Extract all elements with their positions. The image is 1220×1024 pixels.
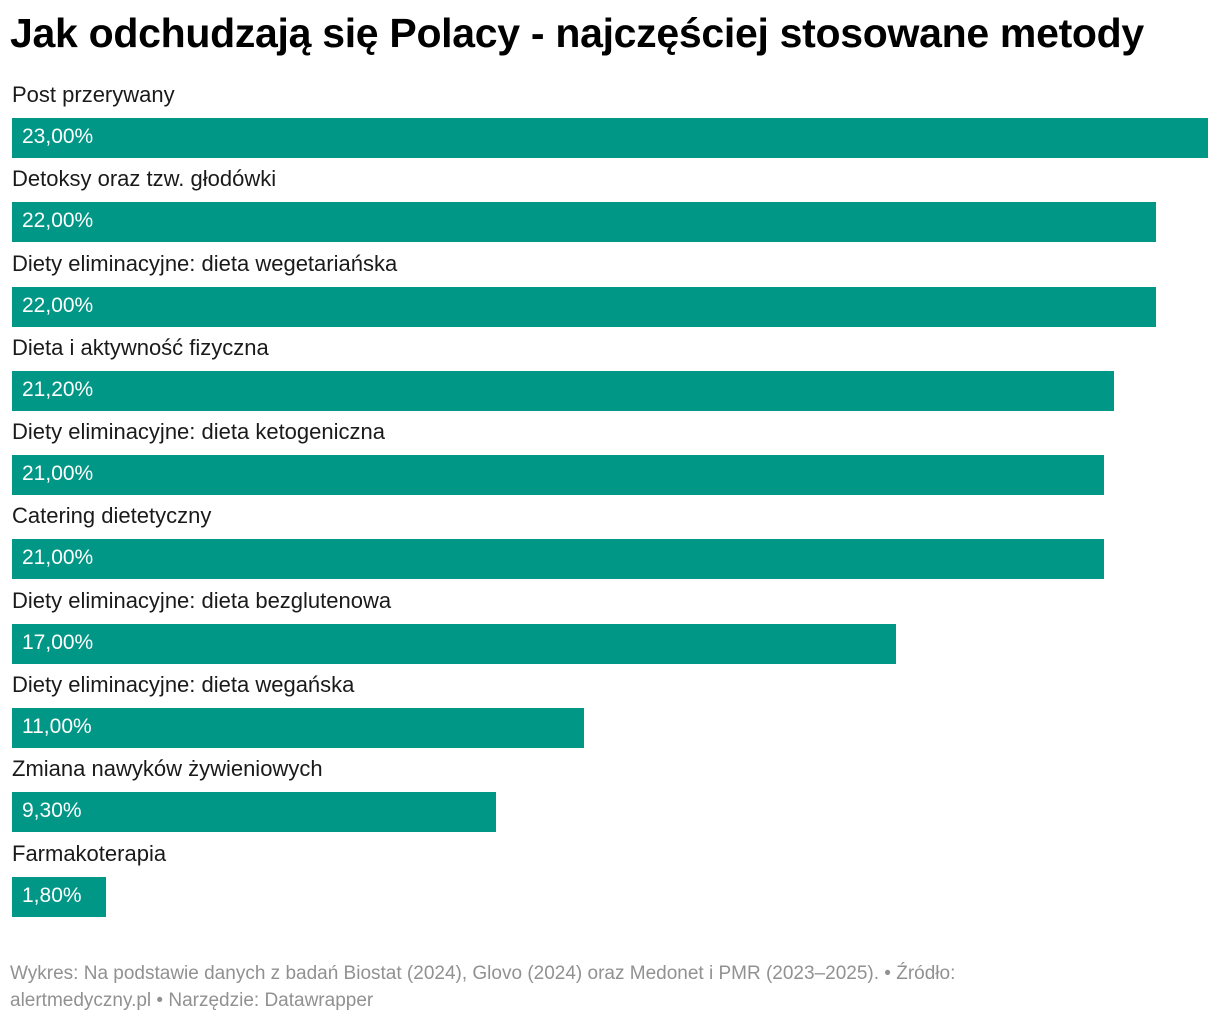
bar-row: Diety eliminacyjne: dieta ketogeniczna 21…	[12, 419, 1208, 503]
category-label: Diety eliminacyjne: dieta wegetariańska	[12, 250, 398, 276]
bar: 23,00%	[12, 118, 1208, 158]
chart-footer: Wykres: Na podstawie danych z badań Bios…	[10, 960, 1160, 1014]
bar-value-label: 22,00%	[22, 209, 94, 233]
footer-tool-line: alertmedyczny.pl • Narzędzie: Datawrappe…	[10, 990, 374, 1011]
bar-row: Post przerywany 23,00%	[12, 82, 1208, 166]
bar-value-label: 17,00%	[22, 630, 94, 654]
bar-value-label: 9,30%	[22, 799, 82, 823]
bar: 21,20%	[12, 370, 1115, 411]
bar-row: Zmiana nawyków żywieniowych 9,30%	[12, 756, 1208, 840]
bar-row: Farmakoterapia 1,80%	[12, 841, 1208, 925]
bar: 22,00%	[12, 202, 1156, 243]
bar-value-label: 23,00%	[22, 125, 94, 148]
bar: 22,00%	[12, 286, 1156, 327]
category-label: Zmiana nawyków żywieniowych	[12, 756, 323, 782]
category-label: Post przerywany	[12, 82, 175, 107]
bar-row: Catering dietetyczny 21,00%	[12, 503, 1208, 587]
bar-value-label: 21,00%	[22, 546, 94, 570]
bar-value-label: 11,00%	[22, 715, 92, 739]
category-label: Diety eliminacyjne: dieta bezglutenowa	[12, 587, 392, 613]
footer-source-line: Wykres: Na podstawie danych z badań Bios…	[10, 963, 956, 984]
bar: 17,00%	[12, 623, 896, 664]
bar: 21,00%	[12, 455, 1104, 496]
category-label: Detoksy oraz tzw. głodówki	[12, 166, 277, 192]
category-label: Dieta i aktywność fizyczna	[12, 334, 269, 360]
category-label: Farmakoterapia	[12, 840, 167, 866]
category-label: Diety eliminacyjne: dieta wegańska	[12, 672, 355, 698]
chart-title: Jak odchudzają się Polacy - najczęściej …	[10, 10, 1144, 56]
bar-value-label: 22,00%	[22, 293, 94, 317]
bar-row: Diety eliminacyjne: dieta bezglutenowa 17…	[12, 588, 1208, 672]
bar-value-label: 21,00%	[22, 462, 94, 486]
bar-row: Detoksy oraz tzw. głodówki 22,00%	[12, 166, 1208, 250]
bar: 21,00%	[12, 539, 1104, 580]
category-label: Diety eliminacyjne: dieta ketogeniczna	[12, 419, 385, 445]
bar-row: Dieta i aktywność fizyczna 21,20%	[12, 335, 1208, 419]
bar: 1,80%	[12, 876, 106, 917]
bar: 9,30%	[12, 792, 496, 833]
bar-value-label: 21,20%	[22, 377, 94, 401]
category-label: Catering dietetyczny	[12, 503, 212, 529]
bar-row: Diety eliminacyjne: dieta wegetariańska 2…	[12, 251, 1208, 335]
bar: 11,00%	[12, 708, 584, 749]
bar-chart: Post przerywany 23,00% Detoksy oraz tzw. g…	[12, 82, 1208, 925]
bar-value-label: 1,80%	[22, 883, 82, 907]
bar-row: Diety eliminacyjne: dieta wegańska 11,00%	[12, 672, 1208, 756]
